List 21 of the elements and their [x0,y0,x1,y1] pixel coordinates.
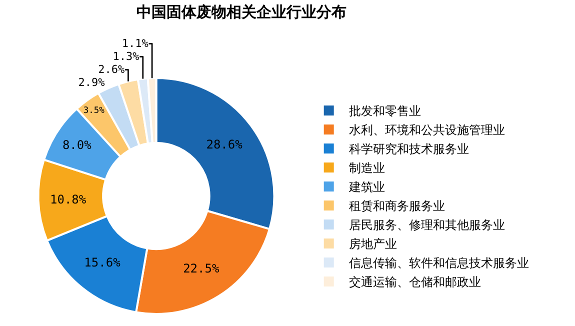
data-label: 22.5% [183,262,220,276]
legend-label: 租赁和商务服务业 [348,199,445,214]
data-label: 28.6% [206,138,244,152]
legend-label: 制造业 [348,161,385,176]
data-label: 3.5% [83,106,106,116]
legend-label: 科学研究和技术服务业 [348,142,469,156]
legend-label: 居民服务、修理和其他服务业 [348,218,505,232]
data-label: 1.3% [112,50,140,64]
data-label: 2.9% [78,76,106,90]
legend-label: 建筑业 [348,180,385,194]
data-label: 10.8% [50,192,87,206]
legend-label: 房地产业 [348,237,397,252]
data-label: 2.6% [98,63,125,76]
legend-label: 水利、环境和公共设施管理业 [348,123,505,138]
data-label: 1.1% [122,37,149,50]
data-label: 15.6% [84,256,122,270]
chart-title: 中国固体废物相关企业行业分布 [136,3,346,22]
data-label: 8.0% [62,138,92,152]
legend-label: 交通运输、仓储和邮政业 [348,275,481,290]
legend-label: 信息传输、软件和信息技术服务业 [348,256,529,270]
legend-label: 批发和零售业 [348,104,421,118]
